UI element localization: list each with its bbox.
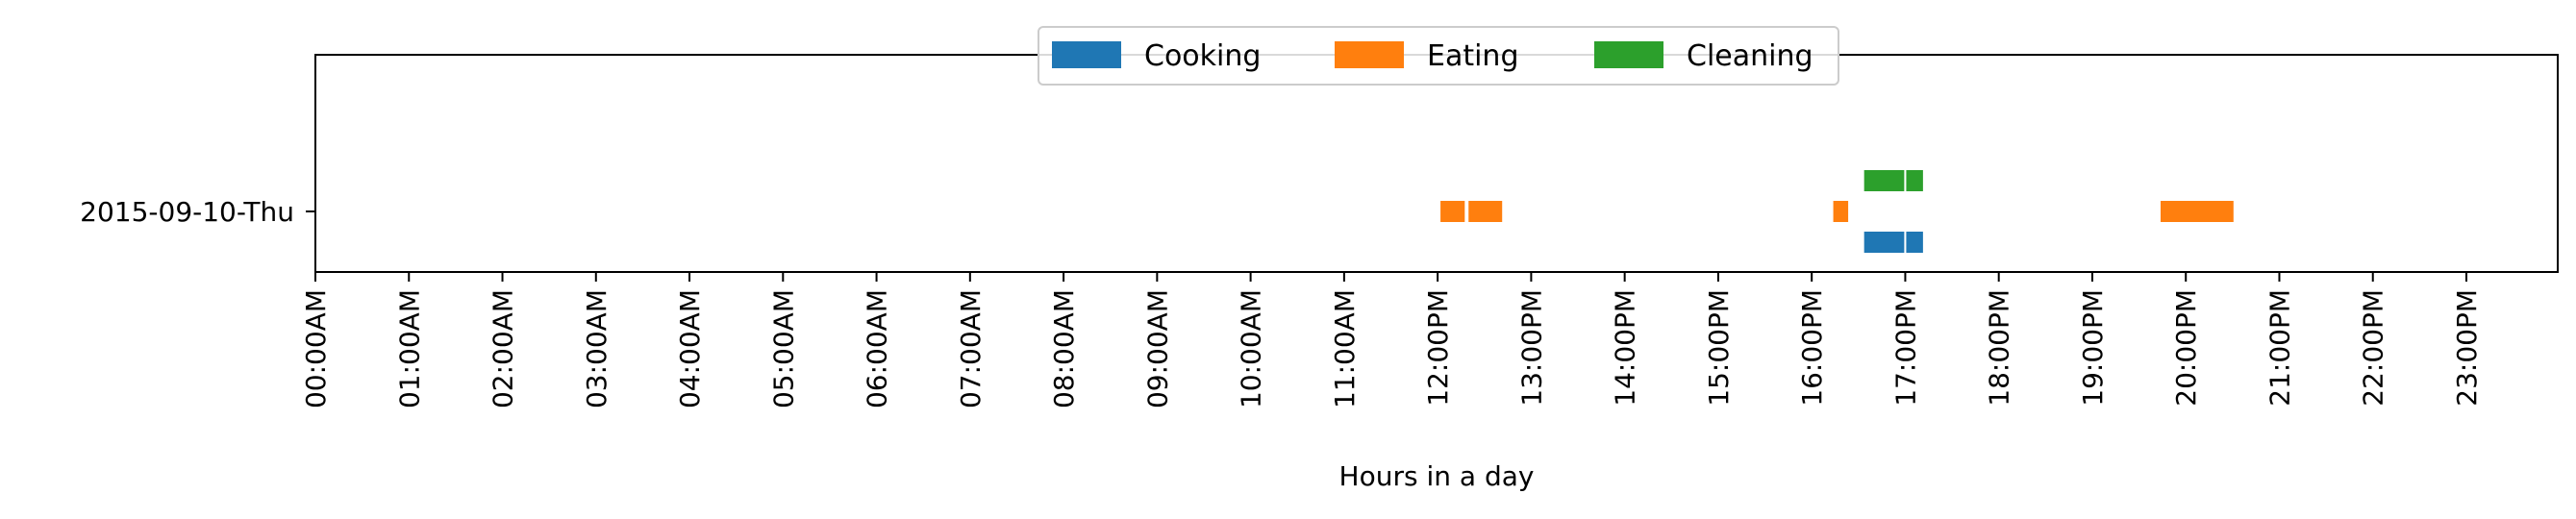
x-tick-label: 12:00PM: [1422, 289, 1454, 407]
x-tick-label: 09:00AM: [1141, 289, 1173, 408]
bar-cooking-0: [1862, 230, 1907, 255]
x-tick-label: 20:00PM: [2170, 289, 2202, 407]
y-tick-label: 2015-09-10-Thu: [80, 196, 294, 228]
x-tick-label: 15:00PM: [1703, 289, 1735, 407]
x-tick-label: 06:00AM: [862, 289, 893, 408]
bar-cleaning-0: [1862, 168, 1907, 193]
x-tick-label: 17:00PM: [1889, 289, 1921, 407]
bar-eating-2: [1831, 199, 1851, 224]
legend-label-cooking: Cooking: [1144, 39, 1261, 73]
x-tick-label: 16:00PM: [1796, 289, 1828, 407]
interval-bars: [1438, 168, 2236, 255]
x-tick-label: 02:00AM: [488, 289, 519, 408]
x-tick-label: 14:00PM: [1610, 289, 1641, 407]
x-tick-label: 03:00AM: [581, 289, 613, 408]
x-tick-label: 22:00PM: [2358, 289, 2389, 407]
legend-swatch-cleaning: [1594, 41, 1663, 68]
x-tick-label: 18:00PM: [1984, 289, 2015, 407]
legend-swatch-eating: [1335, 41, 1404, 68]
bar-eating-3: [2158, 199, 2236, 224]
plot-frame: [314, 54, 2559, 273]
x-tick-label: 11:00AM: [1329, 289, 1361, 408]
x-axis-title: Hours in a day: [1339, 460, 1535, 492]
x-tick-label: 10:00AM: [1236, 289, 1267, 408]
legend-label-cleaning: Cleaning: [1687, 39, 1813, 73]
x-tick-label: 04:00AM: [674, 289, 706, 408]
x-axis: 00:00AM 01:00AM 02:00AM 03:00AM 04:00AM 05:00…: [300, 272, 2483, 408]
x-tick-label: 08:00AM: [1048, 289, 1080, 408]
x-tick-label: 00:00AM: [300, 289, 332, 408]
x-tick-label: 05:00AM: [767, 289, 799, 408]
bar-cooking-1: [1904, 230, 1925, 255]
x-tick-label: 13:00PM: [1515, 289, 1547, 407]
bar-eating-0: [1438, 199, 1467, 224]
x-tick-label: 07:00AM: [955, 289, 987, 408]
x-tick-label: 21:00PM: [2263, 289, 2295, 407]
legend-label-eating: Eating: [1427, 39, 1519, 73]
bar-cleaning-1: [1904, 168, 1925, 193]
x-tick-label: 01:00AM: [393, 289, 425, 408]
legend: Cooking Eating Cleaning: [1038, 26, 1839, 86]
legend-swatch-cooking: [1052, 41, 1121, 68]
y-axis: 2015-09-10-Thu: [80, 196, 315, 228]
x-tick-label: 19:00PM: [2077, 289, 2109, 407]
x-tick-label: 23:00PM: [2451, 289, 2483, 407]
bar-eating-1: [1466, 199, 1505, 224]
